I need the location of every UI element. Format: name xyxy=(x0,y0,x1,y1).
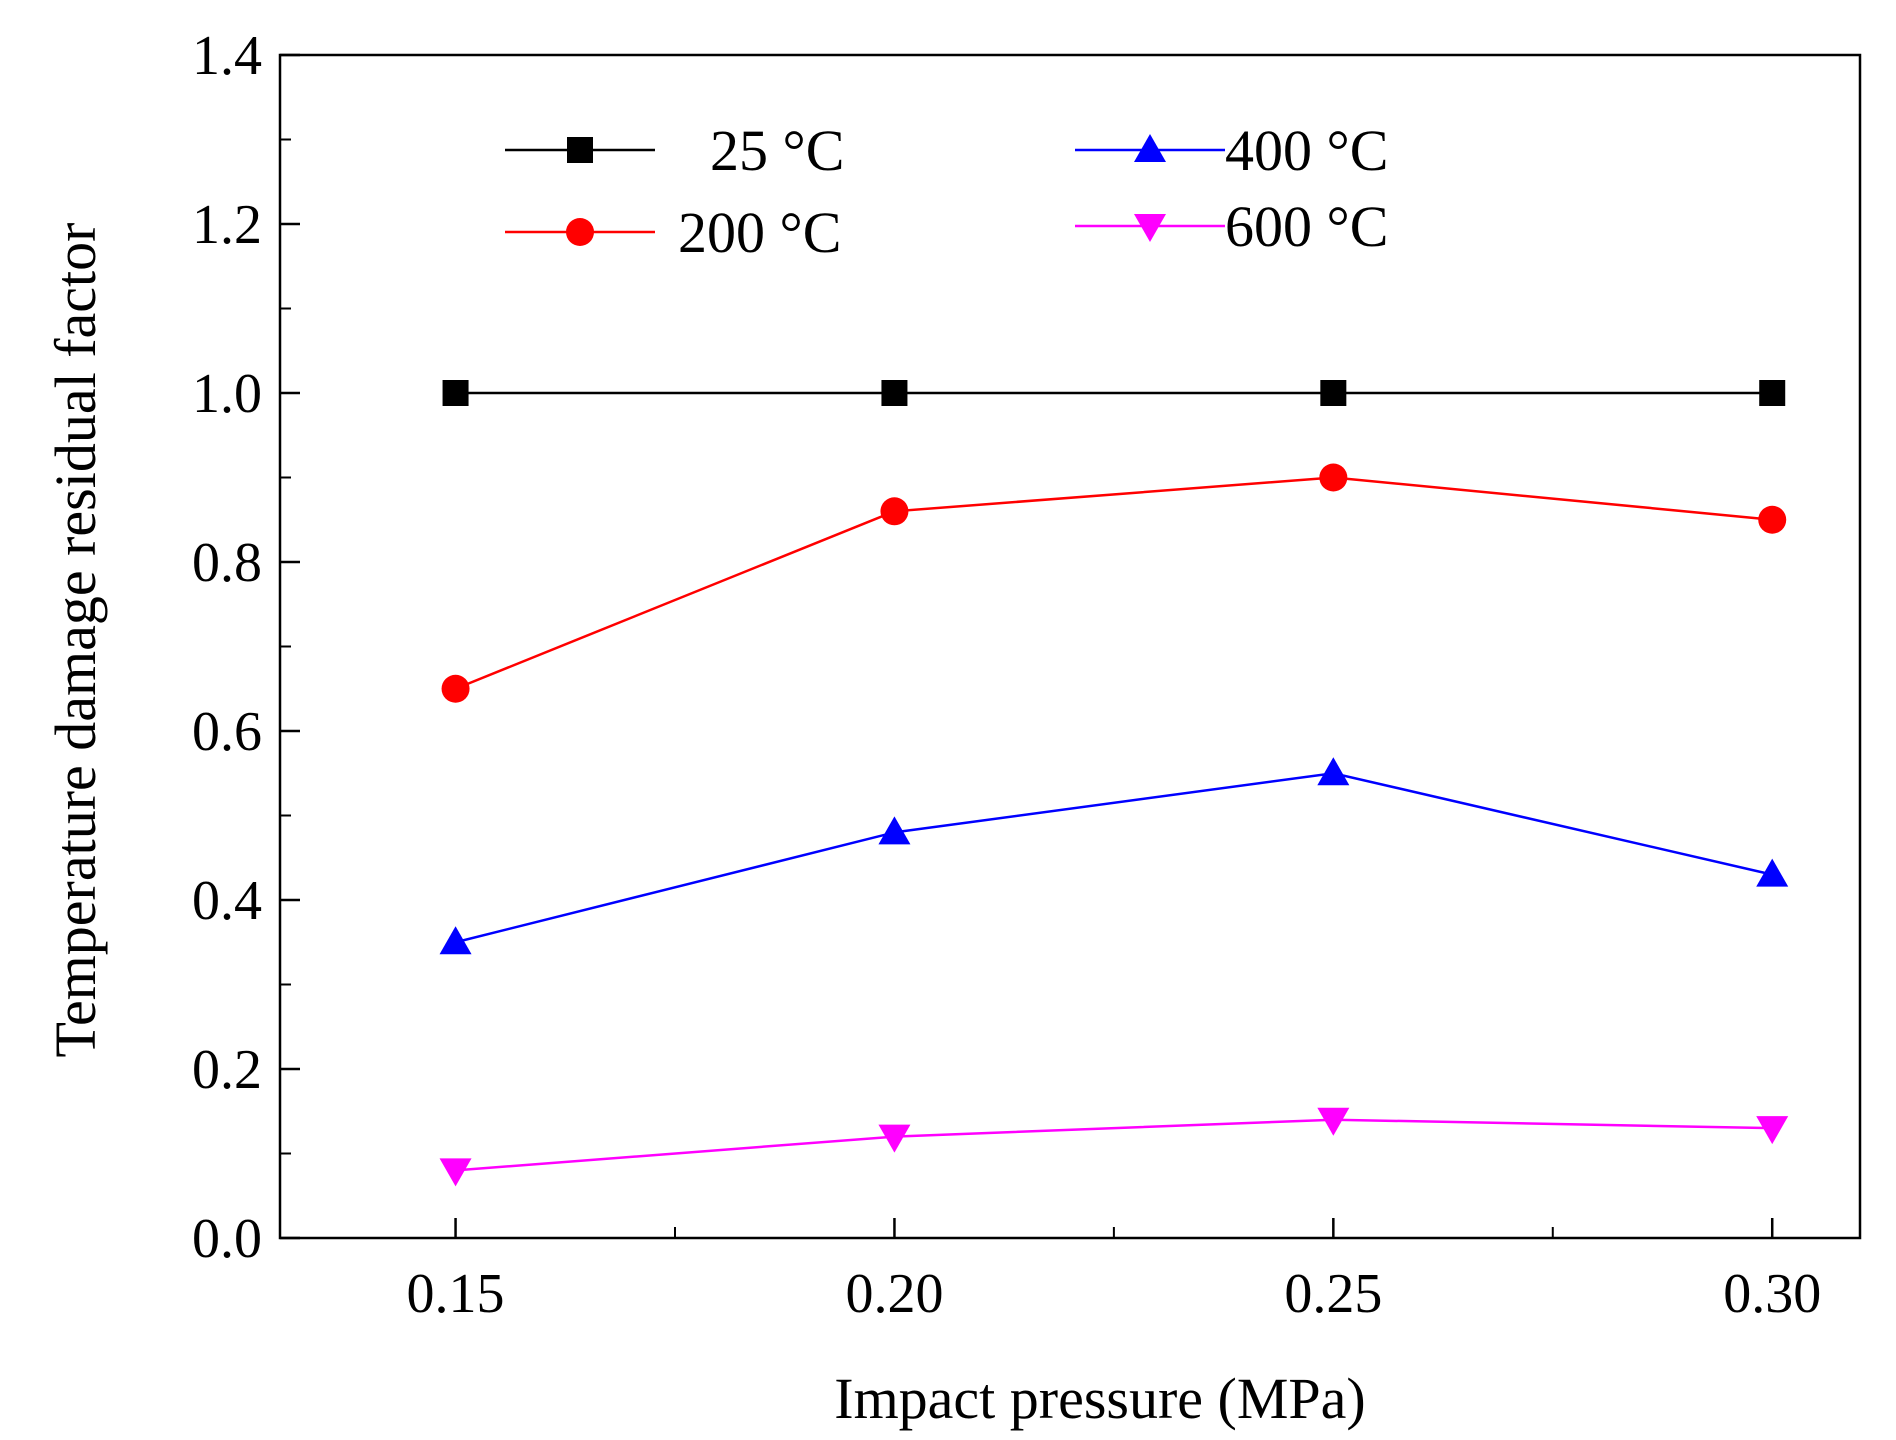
legend-label: 200 °C xyxy=(678,200,841,265)
legend-marker xyxy=(567,137,593,163)
series-square xyxy=(442,380,1786,406)
data-point xyxy=(1759,380,1786,406)
series-circle xyxy=(441,463,1787,703)
series-triangle-up xyxy=(439,757,1789,955)
series-line xyxy=(455,771,1773,944)
data-point xyxy=(878,816,911,845)
y-tick-label: 1.2 xyxy=(192,194,262,256)
data-point xyxy=(442,380,469,406)
y-tick-label: 1.0 xyxy=(192,363,262,425)
legend-label: 600 °C xyxy=(1225,194,1388,259)
data-point xyxy=(1319,463,1348,492)
data-point xyxy=(880,497,909,526)
x-tick-label: 0.20 xyxy=(845,1263,943,1325)
legend-marker xyxy=(1134,134,1166,162)
series-triangle-down xyxy=(439,1107,1789,1187)
y-tick-label: 0.8 xyxy=(192,532,262,594)
legend-label: 400 °C xyxy=(1225,118,1388,183)
legend-marker xyxy=(1134,214,1166,242)
data-point xyxy=(1756,858,1789,887)
legend-item: 600 °C xyxy=(1075,194,1388,259)
legend-item: 400 °C xyxy=(1075,118,1388,183)
legend-item: 25 °C xyxy=(505,118,844,183)
x-axis-title: Impact pressure (MPa) xyxy=(834,1366,1366,1431)
data-point xyxy=(1317,1107,1350,1136)
data-point xyxy=(1758,505,1787,534)
legend-item: 200 °C xyxy=(505,200,841,265)
data-point xyxy=(878,1124,911,1153)
data-point xyxy=(439,1158,472,1187)
data-point xyxy=(441,674,470,703)
data-point xyxy=(439,926,472,955)
y-tick-label: 0.0 xyxy=(192,1208,262,1270)
data-point xyxy=(881,380,908,406)
y-tick-label: 0.6 xyxy=(192,701,262,763)
legend: 25 °C 200 °C 400 °C 600 °C xyxy=(505,118,1388,265)
y-tick-label: 0.4 xyxy=(192,870,262,932)
legend-marker xyxy=(566,218,594,246)
legend-label: 25 °C xyxy=(710,118,844,183)
data-point xyxy=(1317,757,1350,786)
y-axis-title: Temperature damage residual factor xyxy=(43,223,108,1058)
axes: 0.0 0.2 0.4 0.6 0.8 1.0 1.2 1.4 0.15 0.20 0.25 0.30 xyxy=(192,25,1862,1325)
plot-series xyxy=(439,380,1789,1187)
x-tick-label: 0.25 xyxy=(1284,1263,1382,1325)
y-tick-label: 0.2 xyxy=(192,1039,262,1101)
y-tick-label: 1.4 xyxy=(192,25,262,87)
series-line xyxy=(455,476,1773,690)
x-tick-label: 0.15 xyxy=(407,1263,505,1325)
series-line xyxy=(455,1118,1773,1172)
data-point xyxy=(1756,1116,1789,1145)
x-tick-label: 0.30 xyxy=(1723,1263,1821,1325)
data-point xyxy=(1320,380,1347,406)
